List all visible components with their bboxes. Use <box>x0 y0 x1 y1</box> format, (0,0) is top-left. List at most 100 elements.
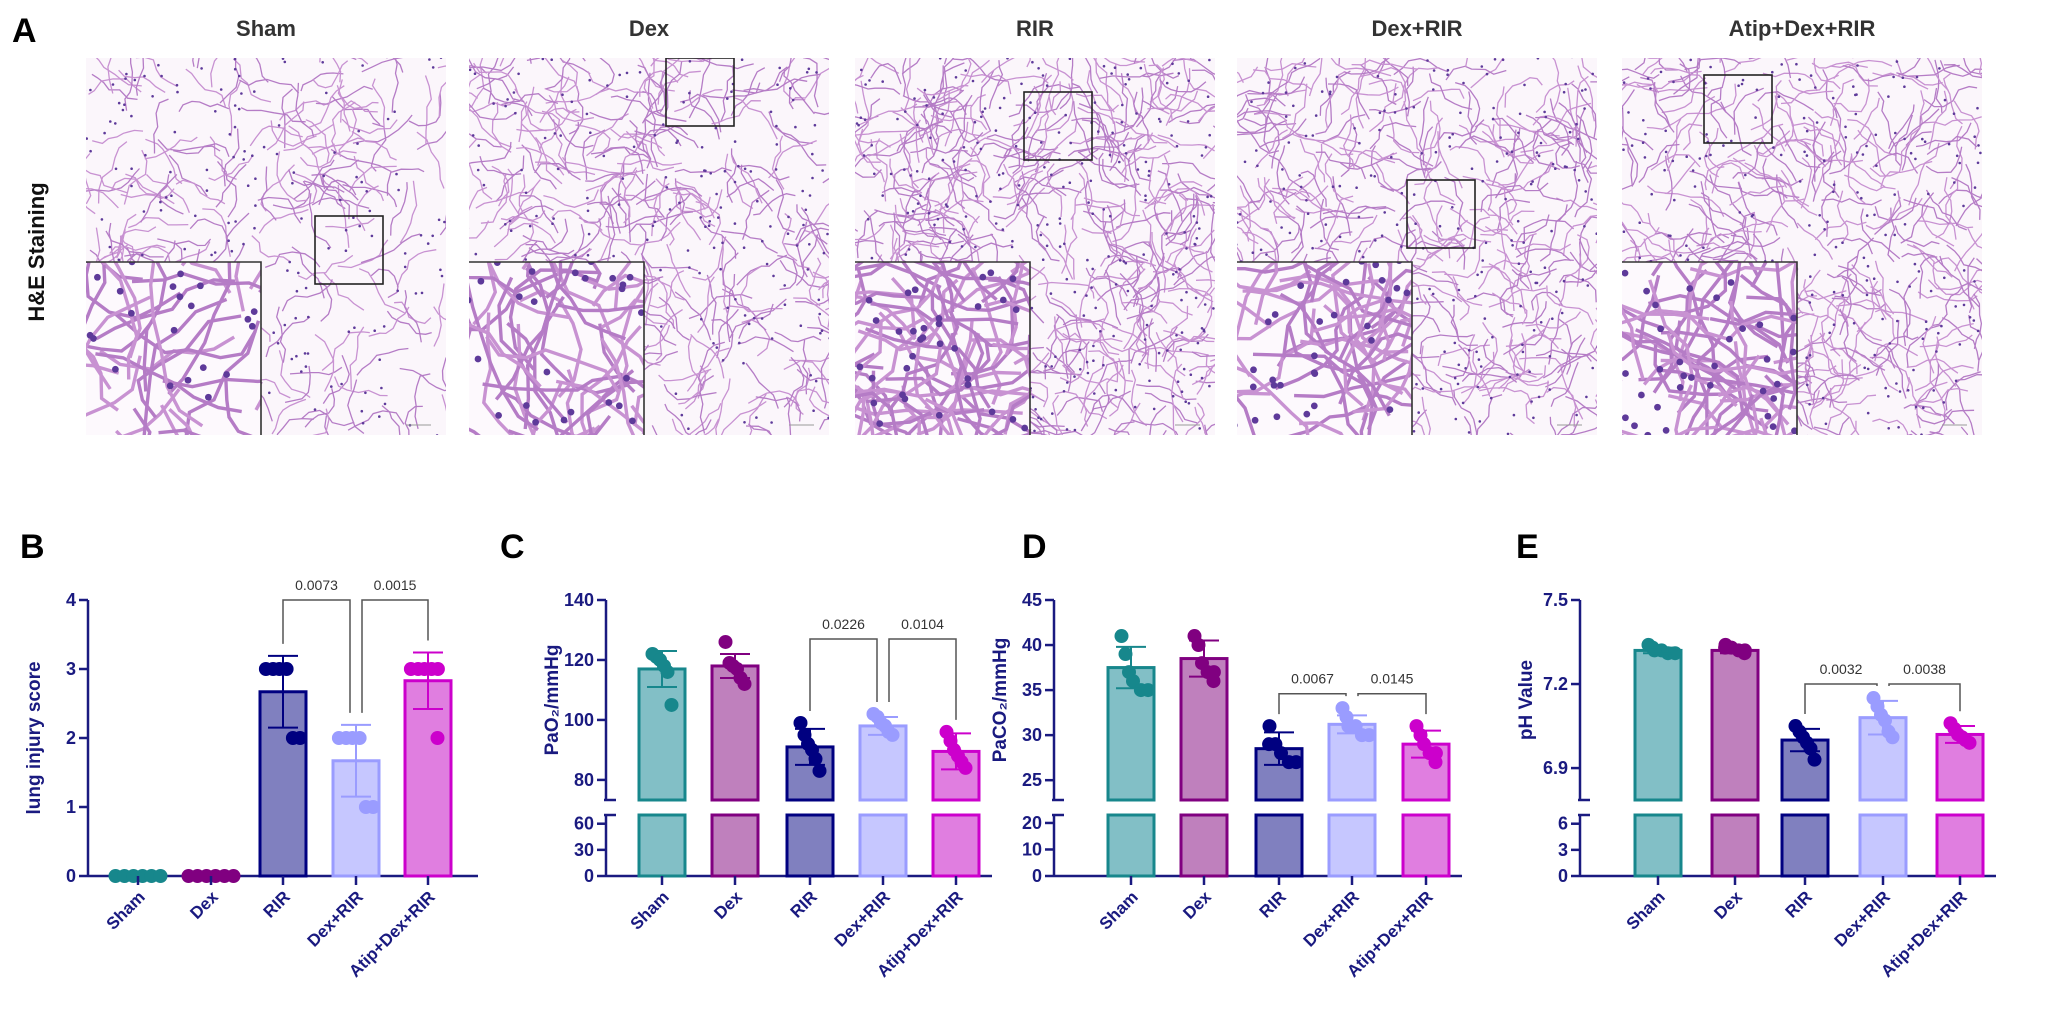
tissue-wall <box>404 405 423 435</box>
nucleus <box>227 239 230 242</box>
nucleus <box>1092 359 1095 363</box>
tissue-wall <box>1043 341 1090 372</box>
tissue-wall <box>610 128 663 149</box>
tissue-wall <box>1165 93 1215 113</box>
nucleus <box>834 443 841 450</box>
nucleus <box>648 50 651 53</box>
nucleus <box>205 393 212 401</box>
nucleus <box>1121 103 1124 107</box>
nucleus <box>812 409 815 413</box>
tissue-wall <box>449 445 485 482</box>
nucleus <box>141 253 144 257</box>
nucleus <box>1459 111 1462 115</box>
nucleus <box>903 168 906 171</box>
nucleus <box>1562 90 1566 94</box>
tissue-wall <box>1762 158 1800 199</box>
tissue-wall <box>928 62 965 108</box>
tissue-wall <box>545 262 575 299</box>
nucleus <box>364 391 367 395</box>
nucleus <box>325 91 328 95</box>
nucleus <box>804 208 808 212</box>
tissue-wall <box>1906 324 1942 368</box>
nucleus <box>1175 270 1178 274</box>
nucleus <box>842 305 849 312</box>
nucleus <box>863 118 867 121</box>
nucleus <box>646 238 649 242</box>
nucleus <box>936 217 940 221</box>
y-tick-label: 45 <box>1022 590 1042 610</box>
nucleus <box>1813 253 1817 257</box>
nucleus <box>1068 58 1072 60</box>
nucleus <box>629 417 636 425</box>
tissue-wall <box>1774 95 1807 148</box>
tissue-wall <box>1603 438 1612 488</box>
tissue-wall <box>1622 380 1623 382</box>
nucleus <box>187 302 195 310</box>
tissue-wall <box>381 405 401 435</box>
nucleus <box>1456 382 1460 386</box>
nucleus <box>1815 121 1819 124</box>
nucleus <box>561 93 564 96</box>
nucleus <box>292 171 296 174</box>
nucleus <box>535 214 538 218</box>
nucleus <box>403 252 407 255</box>
tissue-wall <box>613 262 632 311</box>
tissue-wall <box>1165 441 1189 486</box>
tissue-wall <box>1147 90 1199 112</box>
nucleus <box>1844 125 1847 129</box>
tissue-wall <box>1919 256 1938 299</box>
tissue-wall <box>469 427 481 435</box>
nucleus <box>330 385 333 388</box>
nucleus <box>1591 366 1594 370</box>
nucleus <box>1237 221 1239 224</box>
tissue-wall <box>1646 161 1696 194</box>
nucleus <box>1860 196 1863 200</box>
tissue-wall <box>1709 398 1740 435</box>
nucleus <box>1215 341 1222 348</box>
tissue-wall <box>158 428 202 435</box>
nucleus <box>646 441 649 444</box>
tissue-wall <box>1141 58 1177 78</box>
tissue-wall <box>865 397 929 435</box>
tissue-wall <box>633 393 644 427</box>
tissue-wall <box>1479 322 1498 381</box>
tissue-wall <box>1666 118 1682 172</box>
nucleus <box>829 69 832 72</box>
tissue-wall <box>644 118 699 149</box>
nucleus <box>1078 348 1082 352</box>
nucleus <box>1962 204 1965 208</box>
nucleus <box>242 158 245 161</box>
nucleus <box>617 203 621 206</box>
tissue-wall <box>722 288 767 331</box>
nucleus <box>1641 141 1645 144</box>
nucleus <box>1780 63 1783 66</box>
tissue-wall <box>548 262 626 341</box>
nucleus <box>1393 111 1397 114</box>
tissue-wall <box>122 388 181 435</box>
nucleus <box>403 265 407 269</box>
tissue-wall <box>1343 58 1391 75</box>
nucleus <box>860 68 863 72</box>
nucleus <box>1108 47 1111 50</box>
tissue-wall <box>991 393 1030 435</box>
nucleus <box>1342 278 1350 286</box>
tissue-wall <box>1814 220 1867 241</box>
nucleus <box>1903 223 1907 226</box>
nucleus <box>288 260 292 264</box>
tissue-wall <box>1429 219 1468 259</box>
nucleus <box>1064 113 1067 117</box>
tissue-wall <box>1325 358 1360 435</box>
nucleus <box>1037 416 1040 420</box>
nucleus <box>1896 280 1899 284</box>
nucleus <box>1874 47 1877 50</box>
nucleus <box>462 274 465 277</box>
tissue-wall <box>1733 87 1764 135</box>
nucleus <box>1954 379 1958 383</box>
nucleus <box>1663 168 1666 172</box>
tissue-wall <box>658 442 756 538</box>
nucleus <box>791 98 795 102</box>
nucleus <box>998 106 1002 110</box>
nucleus <box>1872 277 1876 281</box>
nucleus <box>1709 65 1712 69</box>
tissue-wall <box>802 339 809 395</box>
